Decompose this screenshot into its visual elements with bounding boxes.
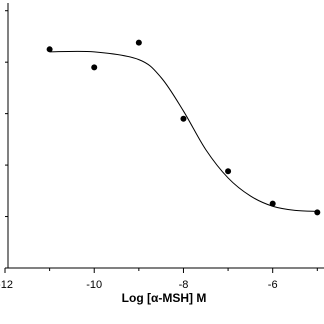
- x-axis-label: Log [α-MSH] M: [122, 291, 207, 305]
- x-tick-label: -12: [0, 279, 13, 291]
- data-point: [135, 39, 142, 46]
- data-point: [46, 46, 53, 53]
- x-tick-label: -6: [268, 279, 278, 291]
- data-point: [225, 168, 232, 175]
- data-point: [314, 209, 321, 216]
- data-point: [269, 200, 276, 207]
- fit-curve: [49, 50, 318, 212]
- data-point: [91, 64, 98, 71]
- x-tick-label: -8: [179, 279, 189, 291]
- x-tick-label: -10: [86, 279, 102, 291]
- data-point: [180, 115, 187, 122]
